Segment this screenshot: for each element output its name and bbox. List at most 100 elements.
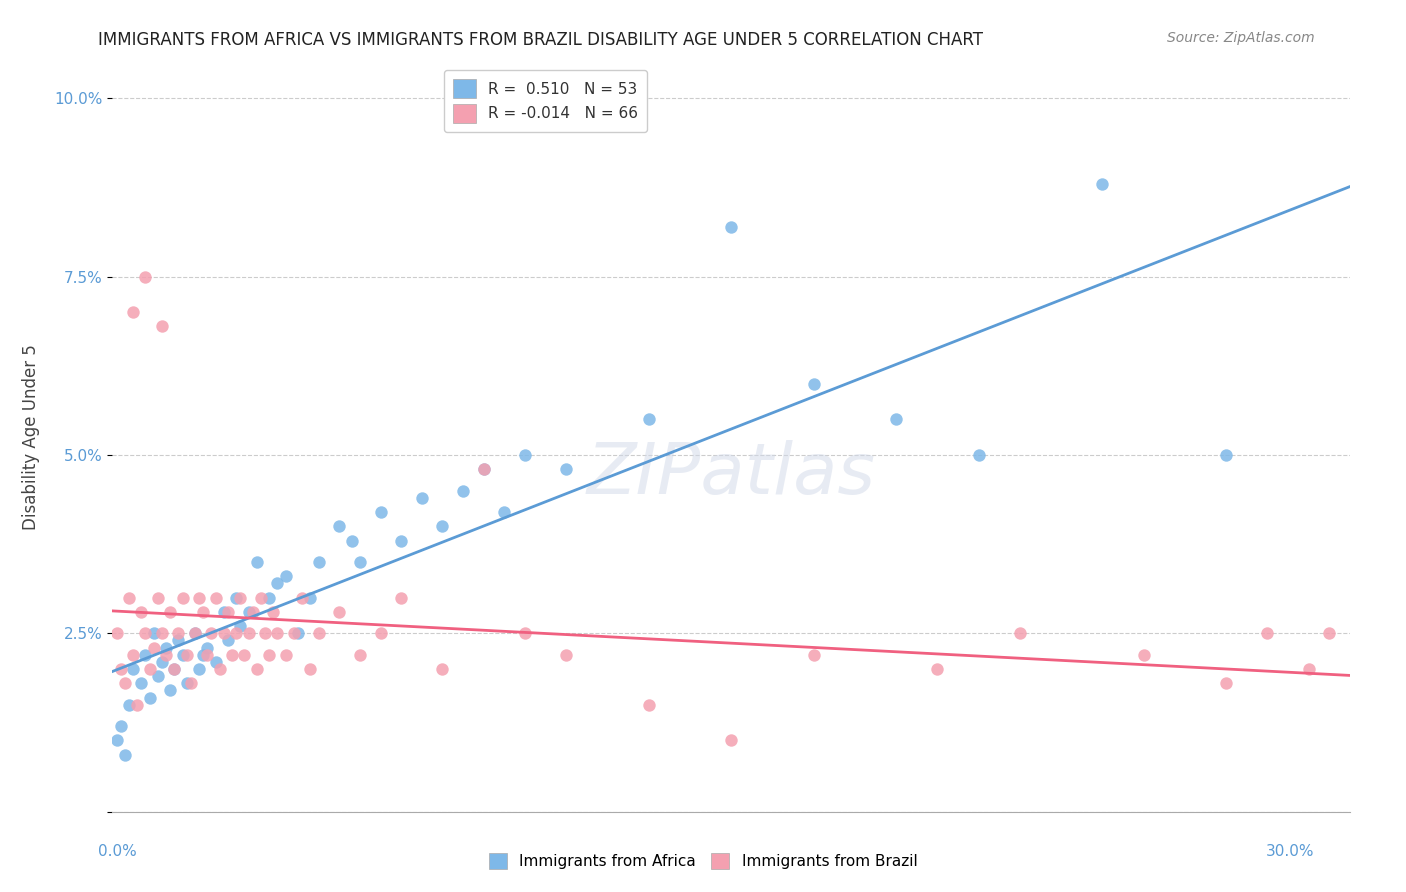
Point: [283, 626, 305, 640]
Point: [180, 676, 202, 690]
Point: [204, 655, 226, 669]
Point: [1215, 448, 1237, 462]
Point: [127, 698, 149, 712]
Point: [233, 648, 256, 662]
Point: [349, 648, 371, 662]
Point: [176, 676, 198, 690]
Point: [411, 491, 433, 505]
Point: [172, 648, 194, 662]
Text: Source: ZipAtlas.com: Source: ZipAtlas.com: [1167, 31, 1315, 45]
Point: [389, 591, 412, 605]
Point: [967, 448, 990, 462]
Point: [472, 462, 495, 476]
Point: [150, 626, 173, 640]
Point: [1091, 177, 1114, 191]
Point: [291, 591, 314, 605]
Point: [637, 698, 659, 712]
Point: [184, 626, 207, 640]
Point: [159, 683, 181, 698]
Point: [225, 626, 247, 640]
Point: [118, 591, 141, 605]
Point: [274, 569, 297, 583]
Point: [188, 591, 211, 605]
Point: [513, 626, 536, 640]
Point: [246, 555, 269, 569]
Point: [555, 648, 578, 662]
Point: [138, 690, 160, 705]
Point: [131, 676, 153, 690]
Point: [229, 591, 252, 605]
Point: [131, 605, 153, 619]
Legend: Immigrants from Africa, Immigrants from Brazil: Immigrants from Africa, Immigrants from …: [482, 847, 924, 875]
Point: [188, 662, 211, 676]
Point: [328, 605, 350, 619]
Point: [238, 626, 260, 640]
Point: [1298, 662, 1320, 676]
Point: [513, 448, 536, 462]
Point: [1317, 626, 1340, 640]
Legend: R =  0.510   N = 53, R = -0.014   N = 66: R = 0.510 N = 53, R = -0.014 N = 66: [444, 70, 647, 132]
Point: [637, 412, 659, 426]
Point: [257, 591, 280, 605]
Point: [299, 662, 322, 676]
Point: [1256, 626, 1278, 640]
Point: [142, 626, 165, 640]
Point: [176, 648, 198, 662]
Point: [217, 605, 239, 619]
Point: [138, 662, 160, 676]
Point: [159, 605, 181, 619]
Point: [110, 719, 132, 733]
Point: [225, 591, 247, 605]
Point: [184, 626, 207, 640]
Point: [242, 605, 264, 619]
Point: [212, 626, 235, 640]
Point: [238, 605, 260, 619]
Point: [299, 591, 322, 605]
Point: [105, 626, 128, 640]
Point: [150, 655, 173, 669]
Text: ZIPatlas: ZIPatlas: [586, 440, 876, 509]
Point: [150, 319, 173, 334]
Point: [432, 662, 454, 676]
Point: [349, 555, 371, 569]
Point: [217, 633, 239, 648]
Point: [134, 648, 156, 662]
Text: IMMIGRANTS FROM AFRICA VS IMMIGRANTS FROM BRAZIL DISABILITY AGE UNDER 5 CORRELAT: IMMIGRANTS FROM AFRICA VS IMMIGRANTS FRO…: [98, 31, 983, 49]
Point: [1008, 626, 1031, 640]
Point: [172, 591, 194, 605]
Point: [163, 662, 186, 676]
Point: [212, 605, 235, 619]
Point: [555, 462, 578, 476]
Point: [110, 662, 132, 676]
Point: [229, 619, 252, 633]
Point: [274, 648, 297, 662]
Point: [122, 648, 145, 662]
Point: [114, 676, 136, 690]
Point: [308, 555, 330, 569]
Point: [287, 626, 309, 640]
Point: [254, 626, 277, 640]
Point: [472, 462, 495, 476]
Point: [927, 662, 949, 676]
Point: [167, 626, 190, 640]
Point: [146, 591, 169, 605]
Point: [105, 733, 128, 747]
Point: [204, 591, 226, 605]
Point: [389, 533, 412, 548]
Point: [134, 626, 156, 640]
Point: [142, 640, 165, 655]
Point: [257, 648, 280, 662]
Point: [262, 605, 284, 619]
Point: [432, 519, 454, 533]
Point: [193, 605, 215, 619]
Point: [193, 648, 215, 662]
Point: [134, 269, 156, 284]
Point: [884, 412, 907, 426]
Point: [163, 662, 186, 676]
Point: [250, 591, 273, 605]
Point: [200, 626, 222, 640]
Point: [155, 648, 177, 662]
Point: [118, 698, 141, 712]
Text: 30.0%: 30.0%: [1267, 845, 1315, 859]
Text: 0.0%: 0.0%: [98, 845, 138, 859]
